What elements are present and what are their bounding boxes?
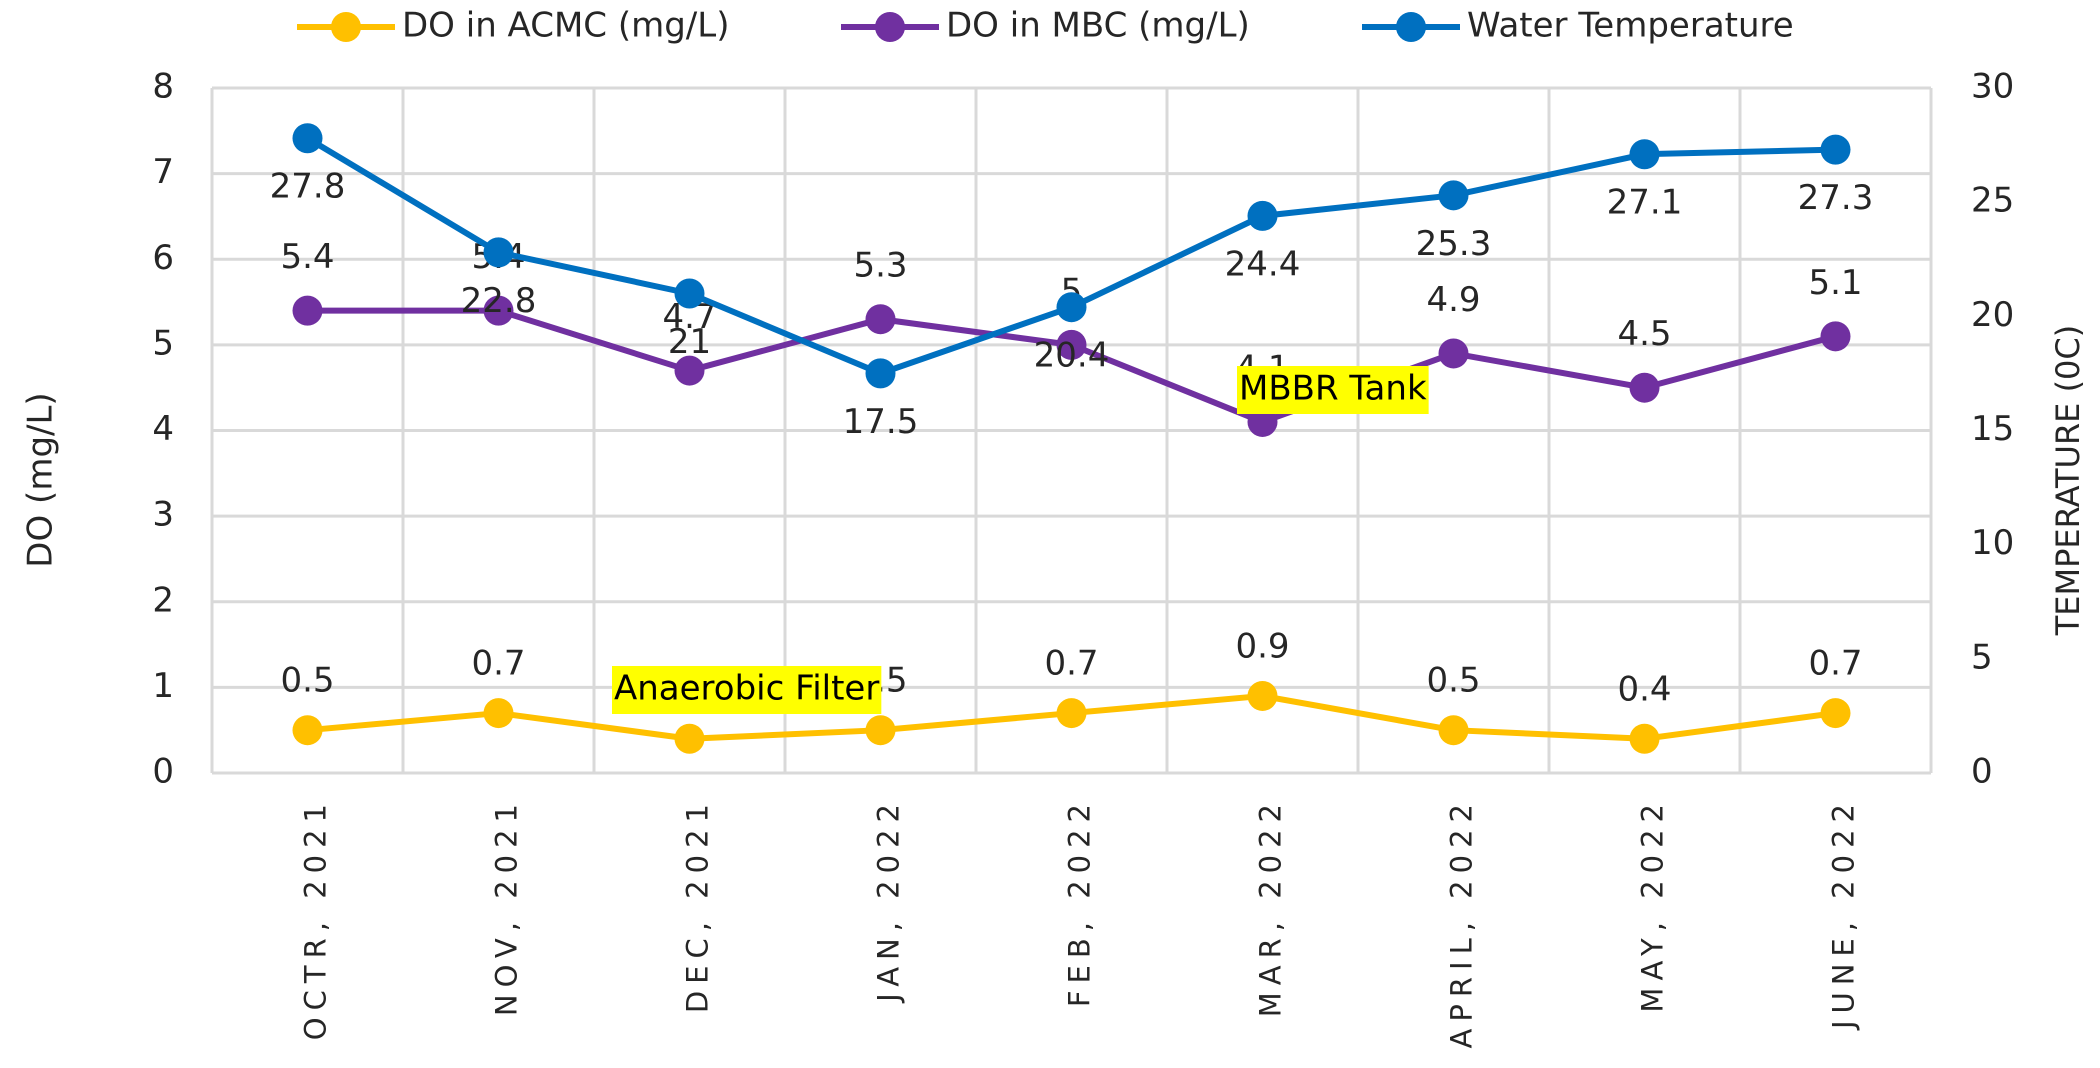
data-label: 4.9: [1426, 280, 1480, 320]
y-tick-label: 4: [152, 409, 174, 449]
data-point: [865, 358, 896, 389]
legend-label: DO in MBC (mg/L): [946, 6, 1250, 46]
y2-tick-label: 10: [1971, 523, 2014, 563]
x-tick-label: OCTR, 2021: [299, 797, 333, 1040]
data-label: 17.5: [843, 402, 919, 442]
annotation-highlight: [612, 666, 882, 714]
data-point: [674, 355, 705, 386]
data-point: [483, 295, 514, 326]
x-tick-label: JUNE, 2022: [1827, 797, 1861, 1031]
data-label: 5.3: [853, 246, 907, 286]
y-tick-label: 6: [152, 238, 174, 278]
data-point: [1438, 338, 1469, 369]
legend-label: Water Temperature: [1467, 6, 1794, 46]
data-point: [292, 715, 323, 746]
data-point: [292, 123, 323, 154]
data-label: 22.8: [461, 281, 537, 321]
data-point: [1056, 698, 1087, 729]
data-label: 27.8: [270, 167, 346, 207]
data-point: [865, 715, 896, 746]
data-label: 0.5: [280, 661, 334, 701]
data-point: [1247, 200, 1278, 231]
data-label: 21: [668, 322, 711, 362]
y-axis-label: DO (mg/L): [21, 392, 61, 567]
data-label: 0.4: [1617, 669, 1671, 709]
annotation: MBBR Tank: [1239, 369, 1427, 409]
y2-tick-label: 20: [1971, 295, 2014, 335]
data-label: 0.7: [1044, 644, 1098, 684]
data-point: [865, 304, 896, 335]
y2-axis-label: TEMPERATURE (0C): [2049, 325, 2087, 637]
data-point: [1438, 180, 1469, 211]
data-point: [674, 278, 705, 309]
data-label: 5.4: [280, 237, 334, 277]
legend-label: DO in ACMC (mg/L): [402, 6, 729, 46]
legend-marker: [331, 12, 361, 42]
data-label: 5.1: [1808, 263, 1862, 303]
data-label: 20.4: [1034, 336, 1110, 376]
y-tick-label: 7: [152, 152, 174, 192]
data-point: [1820, 321, 1851, 352]
data-label: 27.1: [1607, 183, 1683, 223]
data-point: [1820, 698, 1851, 729]
y2-tick-label: 0: [1971, 752, 1993, 792]
legend-marker: [875, 12, 905, 42]
y2-tick-label: 25: [1971, 181, 2014, 221]
x-tick-label: NOV, 2021: [490, 797, 524, 1016]
data-point: [1629, 139, 1660, 170]
y2-tick-label: 30: [1971, 67, 2014, 107]
x-tick-label: JAN, 2022: [872, 797, 906, 1004]
data-point: [1247, 406, 1278, 437]
data-point: [483, 698, 514, 729]
data-label: 0.9: [1235, 626, 1289, 666]
y-tick-label: 2: [152, 580, 174, 620]
data-point: [1438, 715, 1469, 746]
data-label: 4.5: [1617, 314, 1671, 354]
annotation-highlight: [1237, 366, 1429, 414]
data-label: 0.5: [1426, 661, 1480, 701]
annotation: Anaerobic Filter: [614, 669, 879, 709]
legend-marker: [1396, 12, 1426, 42]
data-label: 0.7: [471, 644, 525, 684]
y-tick-label: 5: [152, 323, 174, 363]
data-point: [483, 237, 514, 268]
y2-tick-label: 5: [1971, 637, 1993, 677]
x-tick-label: FEB, 2022: [1063, 797, 1097, 1007]
data-label: 0.7: [1808, 644, 1862, 684]
data-point: [1247, 680, 1278, 711]
data-label: 27.3: [1798, 178, 1874, 218]
x-tick-label: MAY, 2022: [1636, 797, 1670, 1013]
y-tick-label: 8: [152, 67, 174, 107]
x-tick-label: MAR, 2022: [1254, 797, 1288, 1017]
data-point: [292, 295, 323, 326]
x-tick-label: DEC, 2021: [681, 797, 715, 1013]
data-label: 24.4: [1225, 244, 1301, 284]
data-point: [1629, 723, 1660, 754]
data-point: [1056, 292, 1087, 323]
y-tick-label: 1: [152, 666, 174, 706]
data-point: [674, 723, 705, 754]
x-tick-label: APRIL, 2022: [1445, 797, 1479, 1048]
data-point: [1056, 329, 1087, 360]
data-label: 25.3: [1416, 224, 1492, 264]
data-point: [1820, 134, 1851, 165]
y-tick-label: 0: [152, 752, 174, 792]
y-tick-label: 3: [152, 495, 174, 535]
data-point: [1629, 372, 1660, 403]
y2-tick-label: 15: [1971, 409, 2014, 449]
